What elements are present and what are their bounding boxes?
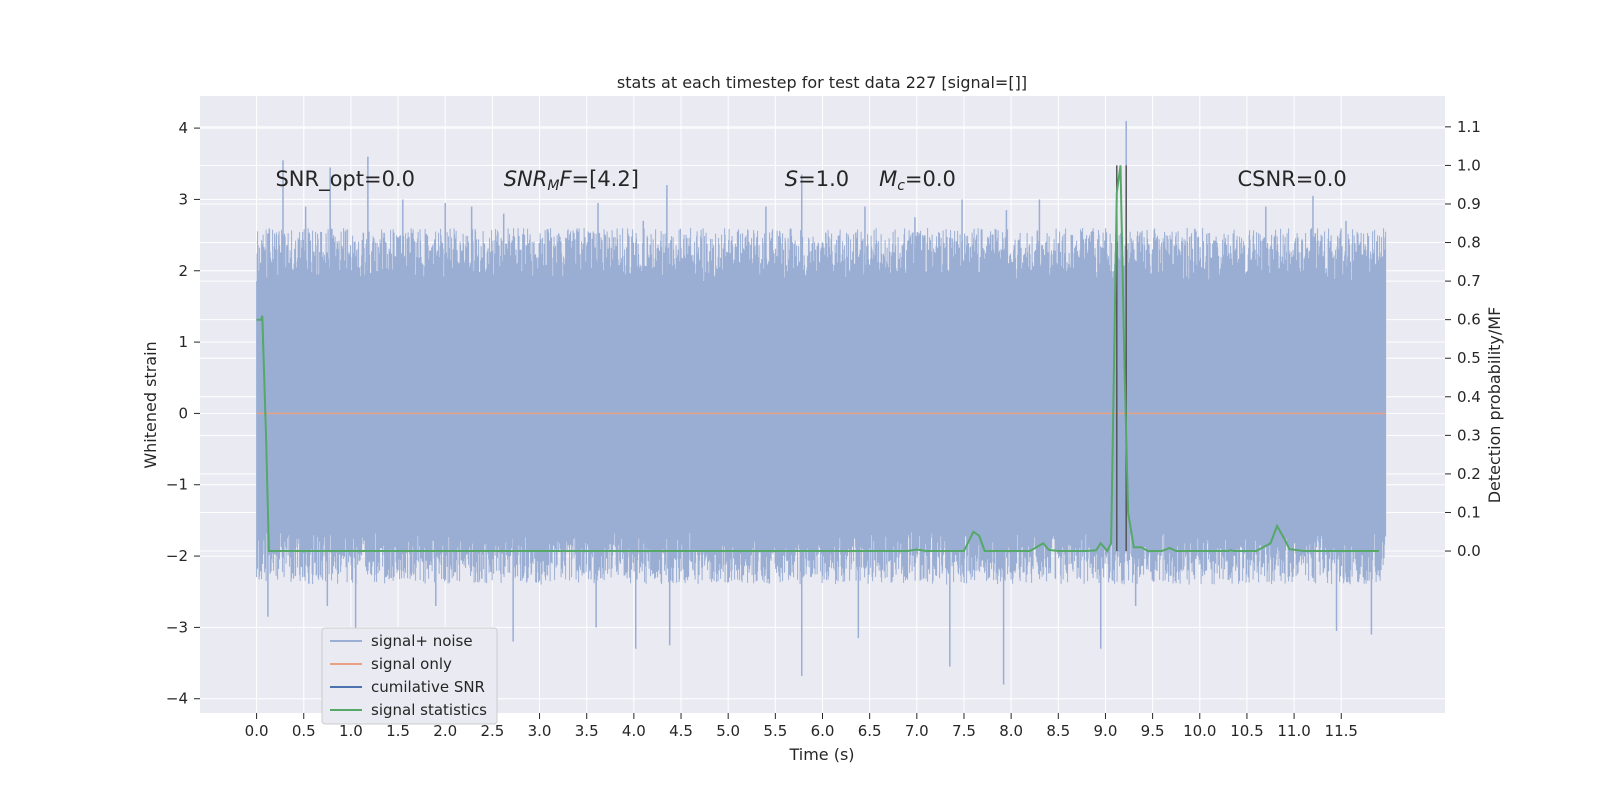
annotation-snr_opt: SNR_opt=0.0: [275, 167, 415, 192]
y-tick-label: −1: [166, 476, 188, 494]
x-tick-label: 5.5: [763, 722, 787, 740]
y-tick-label: 1: [178, 333, 188, 351]
x-tick-label: 11.5: [1325, 722, 1358, 740]
x-tick-label: 1.0: [339, 722, 363, 740]
annotation-snr_mf: SNRMF=[4.2]: [504, 167, 639, 194]
legend: signal+ noise signal only cumilative SNR…: [321, 627, 498, 725]
x-tick-label: 10.5: [1230, 722, 1263, 740]
y2-tick-label: 1.0: [1457, 156, 1481, 174]
legend-label-signal-only: signal only: [371, 655, 452, 673]
plot-layer: [256, 120, 1387, 685]
y-tick-label: 4: [178, 119, 188, 137]
x-tick-label: 6.0: [811, 722, 835, 740]
signal-statistics-line: [256, 165, 1379, 553]
x-tick-label: 0.0: [245, 722, 269, 740]
y2-tick-label: 0.6: [1457, 311, 1481, 329]
y2-axis-ticks: 1.1 1.0 0.9 0.8 0.7 0.6 0.5 0.4 0.3 0.2 0.1 0.0: [1445, 118, 1481, 560]
legend-label-cumulative-snr: cumilative SNR: [371, 678, 485, 696]
x-tick-label: 8.5: [1046, 722, 1070, 740]
y-tick-label: 2: [178, 262, 188, 280]
x-tick-label: 0.5: [292, 722, 316, 740]
legend-label-noise: signal+ noise: [371, 632, 473, 650]
x-tick-label: 4.5: [669, 722, 693, 740]
y-tick-label: 0: [178, 404, 188, 422]
x-tick-label: 10.0: [1183, 722, 1216, 740]
x-tick-label: 9.5: [1141, 722, 1165, 740]
x-tick-label: 8.0: [999, 722, 1023, 740]
y2-tick-label: 0.3: [1457, 426, 1481, 444]
y2-tick-label: 0.4: [1457, 388, 1481, 406]
x-tick-label: 7.5: [952, 722, 976, 740]
y2-tick-label: 0.0: [1457, 542, 1481, 560]
y2-tick-label: 0.2: [1457, 465, 1481, 483]
x-axis-ticks: 0.0 0.5 1.0 1.5 2.0 2.5 3.0 3.5 4.0 4.5 5.0 5.5 6.0 6…: [245, 713, 1358, 740]
y-axis-label: Whitened strain: [141, 341, 160, 468]
annotations: SNR_opt=0.0 SNRMF=[4.2] S=1.0 Mc=0.0 CSNR=0.…: [275, 167, 1346, 194]
y2-tick-label: 0.5: [1457, 349, 1481, 367]
x-tick-label: 3.5: [575, 722, 599, 740]
y-tick-label: 3: [178, 190, 188, 208]
noise-trace: [256, 228, 1387, 585]
y2-axis-label: Detection probability/MF: [1485, 307, 1504, 504]
x-tick-label: 6.5: [858, 722, 882, 740]
x-tick-label: 1.5: [386, 722, 410, 740]
x-tick-label: 3.0: [528, 722, 552, 740]
y2-tick-label: 0.1: [1457, 503, 1481, 521]
annotation-csnr: CSNR=0.0: [1238, 167, 1347, 191]
annotation-mc: Mc=0.0: [879, 167, 956, 194]
y-axis-ticks: 4 3 2 1 0 −1 −2 −3 −4: [166, 119, 200, 708]
legend-frame: [321, 627, 498, 725]
x-tick-label: 4.0: [622, 722, 646, 740]
y-tick-label: −3: [166, 618, 188, 636]
x-tick-label: 7.0: [905, 722, 929, 740]
annotation-s: S=1.0: [785, 167, 849, 191]
x-tick-label: 2.0: [433, 722, 457, 740]
x-tick-label: 11.0: [1277, 722, 1310, 740]
y2-tick-label: 0.8: [1457, 234, 1481, 252]
chart-title: stats at each timestep for test data 227…: [617, 73, 1027, 92]
x-tick-label: 2.5: [480, 722, 504, 740]
y2-tick-label: 0.9: [1457, 195, 1481, 213]
y-tick-label: −2: [166, 547, 188, 565]
y2-tick-label: 0.7: [1457, 272, 1481, 290]
x-tick-label: 5.0: [716, 722, 740, 740]
x-axis-label: Time (s): [788, 745, 854, 764]
y-tick-label: −4: [166, 690, 188, 708]
x-tick-label: 9.0: [1094, 722, 1118, 740]
y2-tick-label: 1.1: [1457, 118, 1481, 136]
legend-label-signal-statistics: signal statistics: [371, 701, 487, 719]
